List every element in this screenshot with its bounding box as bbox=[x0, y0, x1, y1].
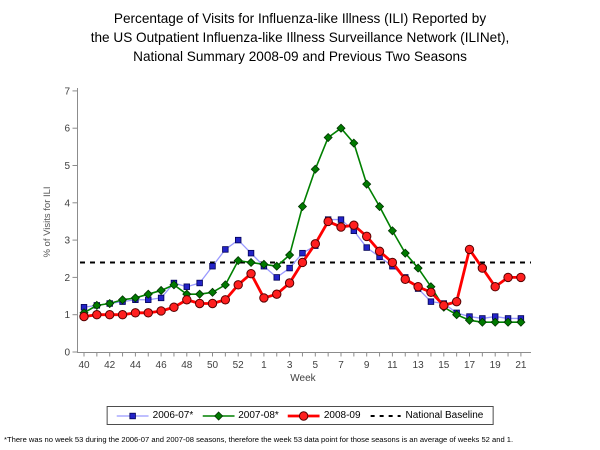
svg-text:19: 19 bbox=[490, 360, 502, 371]
svg-text:5: 5 bbox=[64, 161, 70, 172]
svg-text:44: 44 bbox=[130, 360, 142, 371]
svg-text:2: 2 bbox=[64, 273, 70, 284]
chart-title: Percentage of Visits for Influenza-like … bbox=[90, 11, 510, 64]
svg-text:7: 7 bbox=[64, 86, 70, 97]
svg-text:7: 7 bbox=[338, 360, 344, 371]
svg-text:4: 4 bbox=[64, 198, 70, 209]
legend-item-2008-09-label: 2008-09 bbox=[323, 410, 361, 421]
svg-text:52: 52 bbox=[233, 360, 245, 371]
svg-text:46: 46 bbox=[156, 360, 168, 371]
svg-text:0: 0 bbox=[64, 348, 70, 359]
svg-text:3: 3 bbox=[64, 236, 70, 247]
axis-ticks bbox=[72, 90, 522, 357]
legend-item-2006-07: 2006-07* bbox=[116, 410, 194, 421]
svg-text:5: 5 bbox=[313, 360, 319, 371]
axes bbox=[77, 88, 531, 353]
svg-text:1: 1 bbox=[64, 310, 70, 321]
legend-item-2008-09-sample bbox=[287, 410, 320, 421]
svg-text:48: 48 bbox=[181, 360, 193, 371]
svg-text:21: 21 bbox=[515, 360, 527, 371]
svg-text:15: 15 bbox=[438, 360, 450, 371]
x-axis-label: Week bbox=[290, 373, 316, 384]
legend-item-national-baseline: National Baseline bbox=[370, 410, 484, 421]
svg-text:40: 40 bbox=[78, 360, 90, 371]
series-2008-09 bbox=[79, 216, 526, 322]
legend-item-2006-07-sample bbox=[116, 412, 149, 419]
svg-text:11: 11 bbox=[387, 360, 398, 371]
legend-item-2006-07-label: 2006-07* bbox=[152, 410, 194, 421]
legend-item-2007-08-sample bbox=[202, 410, 235, 421]
svg-text:17: 17 bbox=[464, 360, 476, 371]
svg-text:9: 9 bbox=[364, 360, 370, 371]
series-2007-08 bbox=[79, 123, 526, 327]
svg-text:42: 42 bbox=[104, 360, 116, 371]
legend-item-2007-08: 2007-08* bbox=[202, 410, 279, 421]
legend-item-2008-09: 2008-09 bbox=[287, 410, 361, 421]
week53-footnote: *There was no week 53 during the 2006-07… bbox=[4, 435, 514, 444]
legend-item-national-baseline-label: National Baseline bbox=[405, 410, 484, 421]
svg-text:6: 6 bbox=[64, 124, 70, 135]
chart-legend: 2006-07* 2007-08* 2008-09 National Baseline bbox=[106, 406, 494, 425]
legend-item-national-baseline-sample bbox=[370, 414, 401, 417]
svg-text:3: 3 bbox=[287, 360, 293, 371]
svg-text:1: 1 bbox=[261, 360, 267, 371]
legend-item-2007-08-label: 2007-08* bbox=[238, 410, 279, 421]
svg-text:13: 13 bbox=[413, 360, 425, 371]
svg-text:50: 50 bbox=[207, 360, 219, 371]
y-axis-label: % of Visits for ILI bbox=[42, 186, 53, 257]
